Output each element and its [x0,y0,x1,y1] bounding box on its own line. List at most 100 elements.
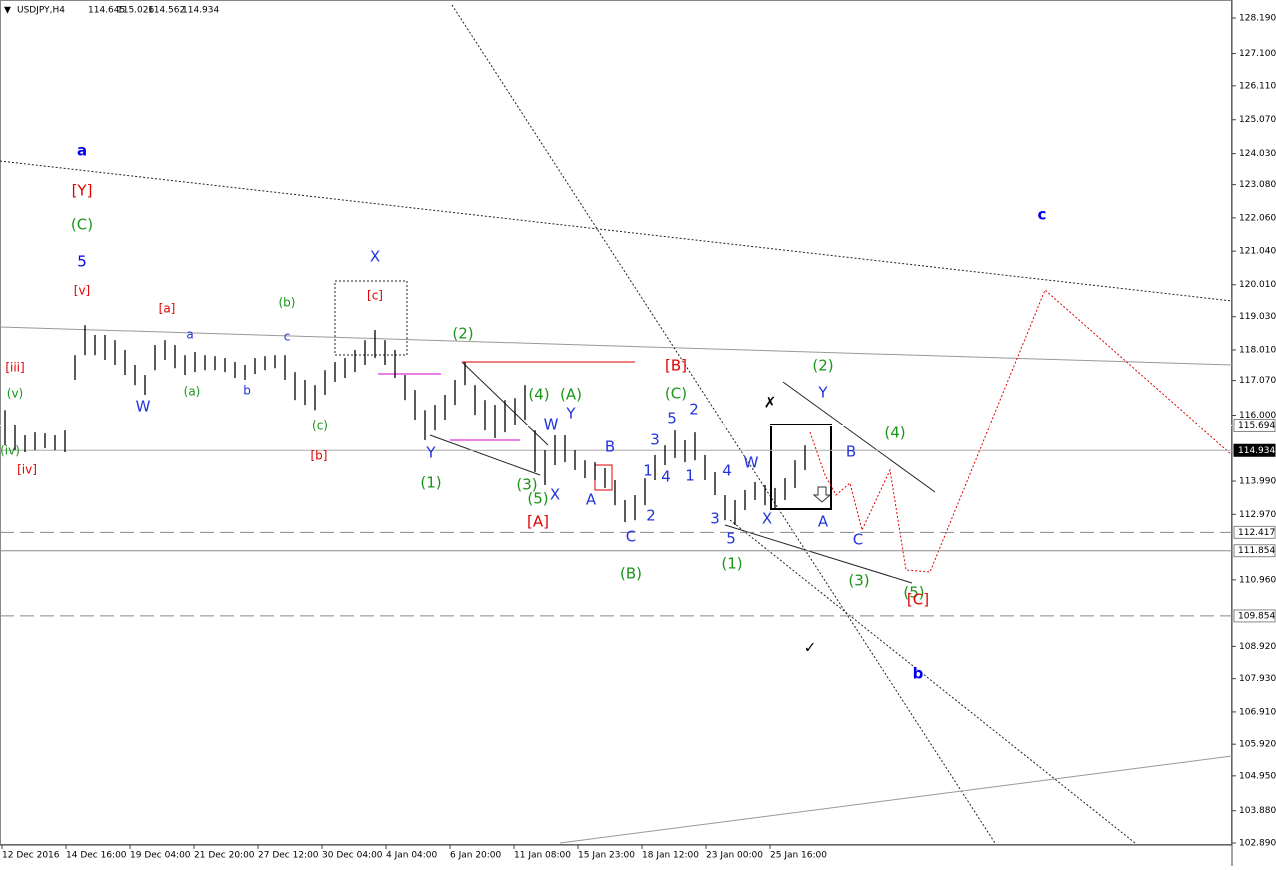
y-tick-label: 118.010 [1239,345,1276,355]
y-tick-label: 112.970 [1239,510,1276,520]
y-tick-label: 120.010 [1239,280,1276,290]
wave-label: (4) [528,386,549,404]
price-label-bg [1233,525,1276,539]
wave-label: [a] [159,302,176,316]
wave-label: Y [817,384,828,402]
x-tick-label: 19 Dec 04:00 [130,851,191,861]
wave-label: 5 [77,253,87,271]
y-tick-label: 113.990 [1239,477,1276,487]
wave-label: (B) [620,565,642,583]
trend-line [429,434,541,476]
wave-label: A [586,491,597,509]
y-tick-label: 122.060 [1239,213,1276,223]
wave-label: (A) [560,386,582,404]
wave-label: 5 [667,410,677,428]
x-tick-label: 23 Jan 00:00 [706,851,763,861]
y-tick-label: 107.930 [1239,674,1276,684]
wave-label: 1 [643,462,653,480]
quote: 114.934 [182,6,219,16]
price-label: 109.854 [1238,611,1275,621]
wave-label: (1) [721,555,742,573]
wave-label: 4 [722,462,732,480]
wave-label: (5) [903,584,924,602]
wave-label: c [284,330,291,344]
wave-label: a [186,328,193,342]
wave-label: (C) [665,385,687,403]
wave-label: Y [565,405,576,423]
wave-label: (a) [184,385,201,399]
header-arrow: ▼ [4,6,11,16]
wave-label: [iv] [17,463,37,477]
wave-label: (4) [884,424,905,442]
price-label-bg [1233,443,1276,457]
y-tick-label: 116.000 [1239,411,1276,421]
wave-label: [A] [527,513,549,531]
y-tick-label: 119.030 [1239,312,1276,322]
price-label: 112.417 [1238,528,1275,538]
x-tick-label: 15 Jan 23:00 [578,851,635,861]
price-label-bg [1233,544,1276,558]
y-tick-label: 126.110 [1239,81,1276,91]
wave-label: ✓ [804,639,817,657]
y-tick-label: 121.040 [1239,247,1276,257]
wave-label: [Y] [72,182,93,200]
wave-label: 4 [661,468,671,486]
y-tick-label: 103.880 [1239,806,1276,816]
wave-label: (5) [527,490,548,508]
wave-label: (1) [420,474,441,492]
plot-frame [0,0,1232,845]
price-label: 115.694 [1238,421,1275,431]
trend-line [724,524,913,584]
y-tick-label: 110.960 [1239,575,1276,585]
wave-label: X [762,510,772,528]
y-tick-label: 127.100 [1239,49,1276,59]
wave-label: (iv) [0,444,20,458]
wave-label: (c) [312,419,328,433]
y-tick-label: 104.950 [1239,771,1276,781]
wave-label: a [77,142,87,160]
wave-label: (b) [279,296,296,310]
wave-label: (C) [71,216,93,234]
x-tick-label: 18 Jan 12:00 [642,851,699,861]
x-tick-label: 25 Jan 16:00 [770,851,827,861]
y-tick-label: 102.890 [1239,839,1276,849]
wave-label: 2 [646,507,656,525]
wave-label: X [370,248,380,266]
trend-line [451,4,996,844]
price-label: 111.854 [1238,546,1275,556]
trend-line [782,381,936,493]
trend-line [0,326,1233,366]
wave-label: c [1038,206,1047,224]
wave-label: ✗ [764,394,777,412]
y-tick-label: 128.190 [1239,14,1276,24]
wave-label: [v] [74,284,90,298]
x-tick-label: 11 Jan 08:00 [514,851,571,861]
wave-label: B [846,443,856,461]
wave-label: (2) [452,325,473,343]
wave-label: C [626,528,636,546]
wave-label: W [136,398,151,416]
price-label-bg [1233,418,1276,432]
x-tick-label: 4 Jan 04:00 [386,851,438,861]
wave-label: X [550,486,560,504]
symbol: USDJPY,H4 [17,6,65,16]
trend-line [0,160,1233,302]
wave-label: Y [425,444,436,462]
wave-label: 1 [685,467,695,485]
wave-label: (2) [812,357,833,375]
wave-label: B [605,438,615,456]
wave-label: A [818,513,829,531]
wave-label: b [243,384,251,398]
box [334,280,408,356]
x-tick-label: 6 Jan 20:00 [450,851,502,861]
arrow-icon [812,486,832,503]
wave-label: C [853,531,863,549]
wave-label: 3 [710,510,720,528]
x-tick-label: 14 Dec 16:00 [66,851,127,861]
wave-label: W [744,454,759,472]
x-tick-label: 12 Dec 2016 [2,851,60,861]
wave-label: 2 [689,401,699,419]
wave-label: 3 [650,431,660,449]
y-tick-label: 108.920 [1239,642,1276,652]
